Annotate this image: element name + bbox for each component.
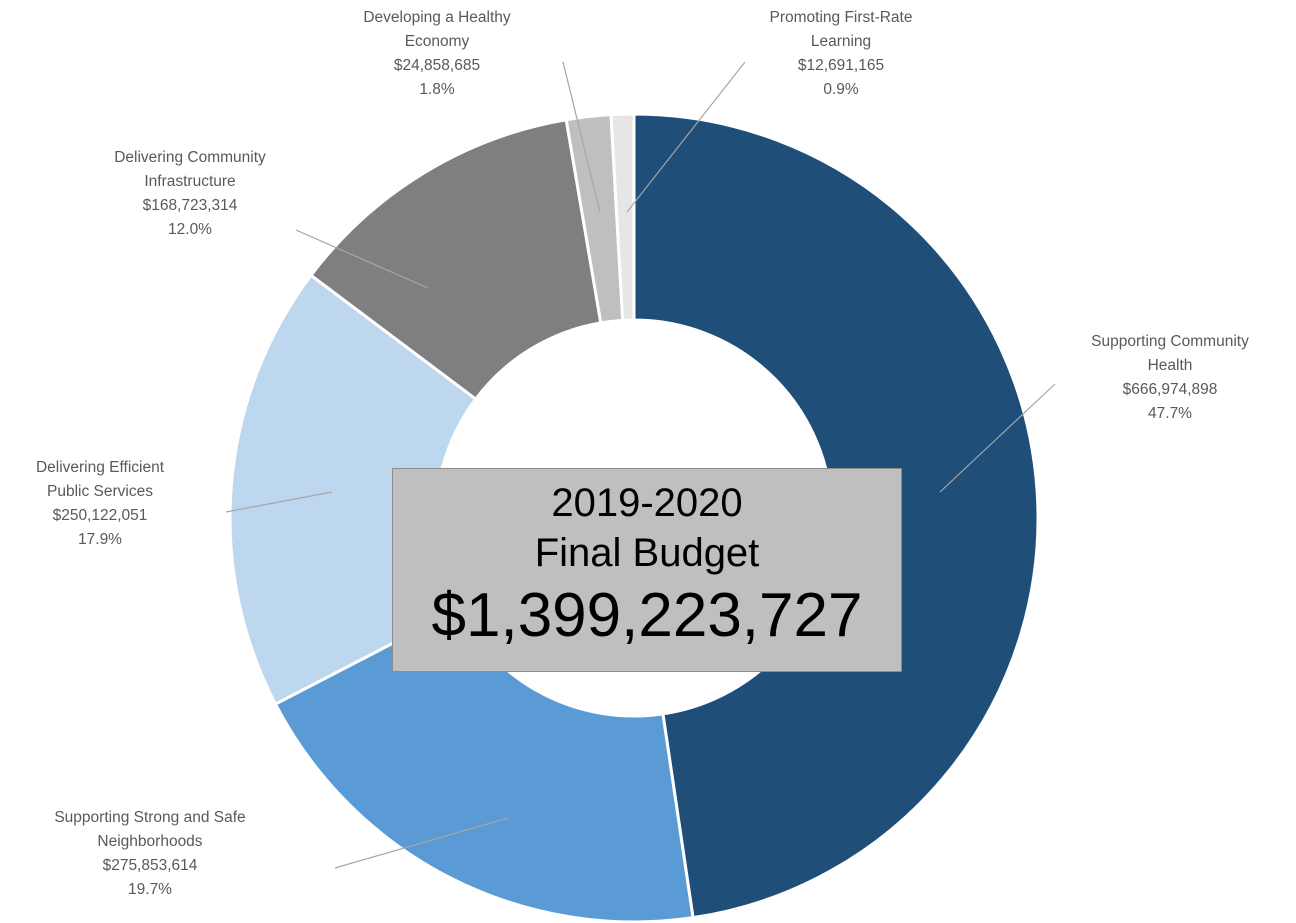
center-title-year: 2019-2020 <box>551 481 743 525</box>
slice-label-name: Delivering Community <box>114 149 266 166</box>
center-total-box: 2019-2020 Final Budget $1,399,223,727 <box>392 468 902 672</box>
donut-slice-4 <box>308 117 603 402</box>
slice-label-name: Supporting Community <box>1091 333 1249 350</box>
slice-label-name: Health <box>1147 357 1193 374</box>
slice-label-value: $12,691,165 <box>797 57 885 74</box>
donut-slice-6 <box>609 112 636 322</box>
slice-label-name: Economy <box>404 33 470 50</box>
slice-label-5: Developing a Healthy Economy $24,858,685 1.… <box>307 6 567 102</box>
slice-label-percent: 19.7% <box>128 881 172 898</box>
slice-label-value: $168,723,314 <box>142 197 238 214</box>
leader-line-3 <box>225 491 333 513</box>
slice-label-name: Public Services <box>47 483 153 500</box>
slice-label-name: Developing a Healthy <box>363 9 511 26</box>
slice-label-1: Supporting Community Health $666,974,898 47… <box>1040 330 1296 426</box>
slice-label-percent: 17.9% <box>78 531 122 548</box>
slice-label-value: $250,122,051 <box>52 507 148 524</box>
slice-label-value: $275,853,614 <box>102 857 198 874</box>
slice-label-2: Supporting Strong and Safe Neighborhoods $… <box>20 806 280 902</box>
slice-label-6: Promoting First-Rate Learning $12,691,165 0… <box>711 6 971 102</box>
slice-label-percent: 47.7% <box>1148 405 1192 422</box>
center-total-amount: $1,399,223,727 <box>431 581 863 650</box>
leader-line-1 <box>939 383 1056 493</box>
slice-label-percent: 1.8% <box>419 81 455 98</box>
leader-line-4 <box>295 229 429 289</box>
slice-label-4: Delivering Community Infrastructure $168,7… <box>60 146 320 242</box>
slice-label-name: Promoting First-Rate <box>769 9 913 26</box>
center-title-label: Final Budget <box>534 531 760 575</box>
slice-label-value: $24,858,685 <box>393 57 481 74</box>
slice-label-name: Neighborhoods <box>97 833 203 850</box>
slice-label-percent: 12.0% <box>168 221 212 238</box>
slice-label-name: Learning <box>810 33 872 50</box>
leader-lines <box>225 61 1056 869</box>
slice-label-name: Supporting Strong and Safe <box>54 809 246 826</box>
slice-label-name: Infrastructure <box>144 173 236 190</box>
leader-line-6 <box>626 61 746 213</box>
slice-label-percent: 0.9% <box>823 81 859 98</box>
slice-label-3: Delivering Efficient Public Services $250,… <box>0 456 230 552</box>
slice-label-name: Delivering Efficient <box>35 459 165 476</box>
donut-slice-2 <box>273 607 695 923</box>
leader-line-5 <box>562 61 601 213</box>
leader-line-2 <box>334 817 509 869</box>
slice-label-value: $666,974,898 <box>1122 381 1218 398</box>
